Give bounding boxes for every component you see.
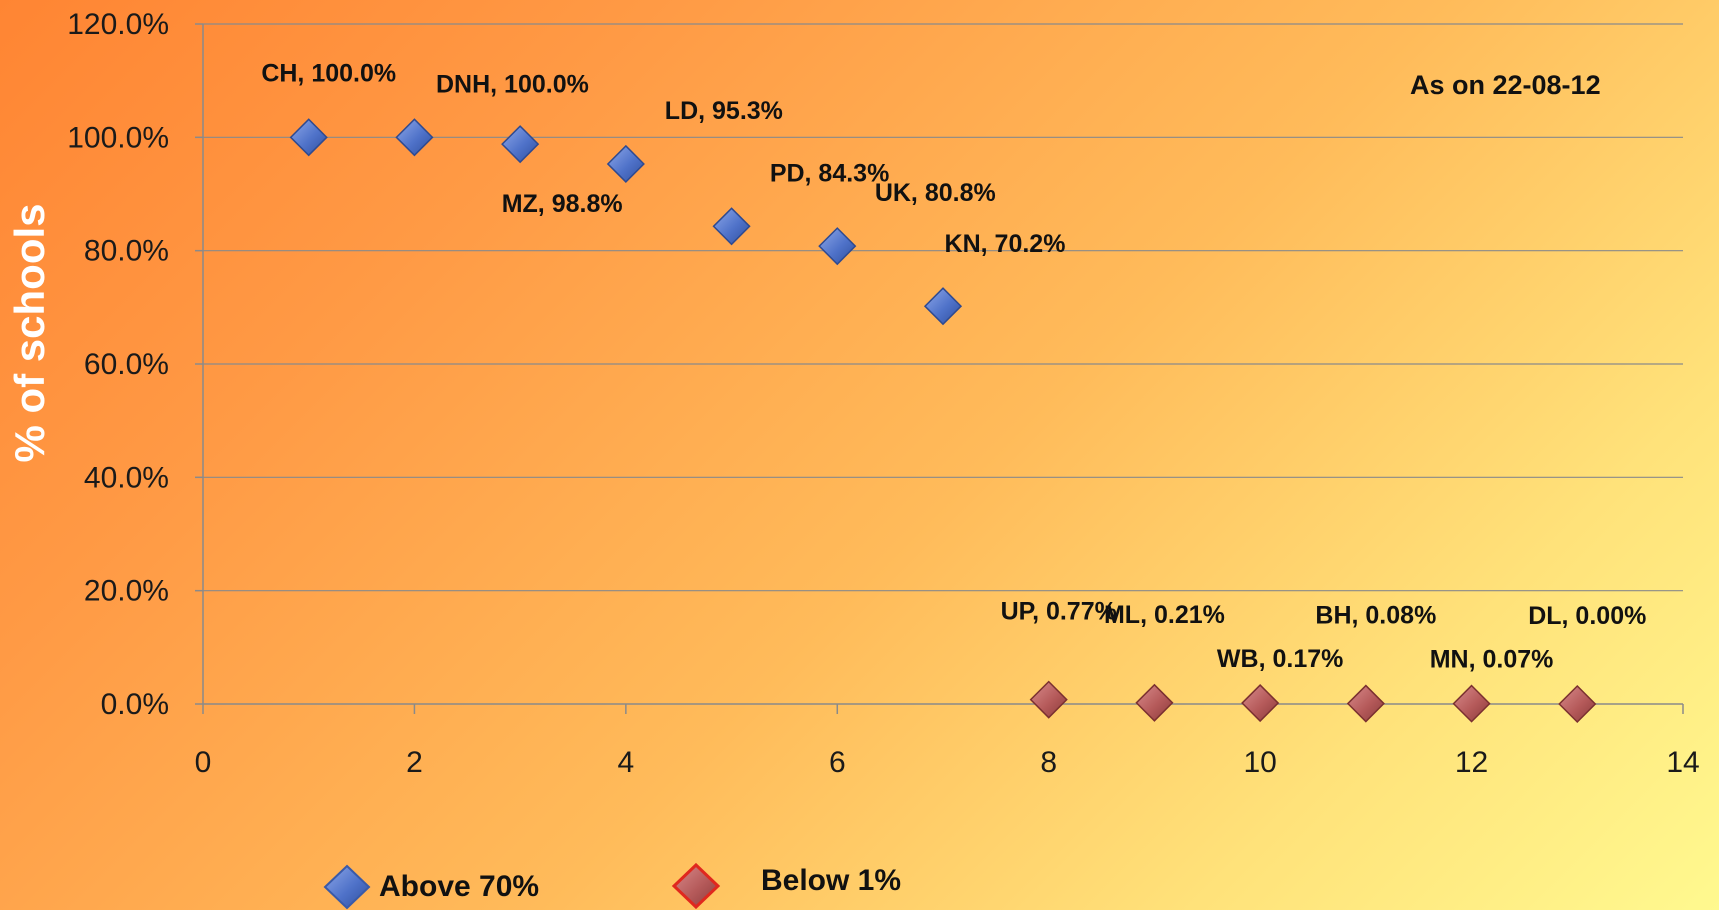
x-tick-label: 8 (1040, 746, 1057, 779)
legend-item-below-1: Below 1% (671, 862, 901, 910)
y-tick-label: 40.0% (84, 461, 169, 494)
data-label: UK, 80.8% (875, 179, 996, 207)
axes (195, 23, 1684, 714)
data-labels: CH, 100.0% DNH, 100.0% MZ, 98.8% LD, 95.3% P… (261, 59, 1646, 673)
data-label: UP, 0.77% (1001, 598, 1117, 626)
data-label: CH, 100.0% (261, 59, 396, 87)
legend: Above 70% Below 1% (323, 862, 901, 910)
data-label: BH, 0.08% (1315, 602, 1436, 630)
legend-label-above-70: Above 70% (379, 870, 539, 903)
data-point-below-1 (1558, 684, 1597, 724)
y-tick-label: 80.0% (84, 235, 169, 268)
legend-label-below-1: Below 1% (761, 864, 901, 897)
data-label: PD, 84.3% (770, 159, 890, 187)
data-point-above-70 (289, 118, 328, 157)
data-point-above-70 (606, 144, 645, 184)
data-label: KN, 70.2% (945, 230, 1066, 258)
data-label: DL, 0.00% (1528, 602, 1646, 630)
data-point-above-70 (923, 287, 963, 326)
data-point-below-1 (1135, 683, 1174, 722)
data-point-below-1 (1029, 680, 1068, 719)
y-tick-label: 0.0% (101, 688, 169, 721)
x-axis-ticks: 0 2 4 6 8 10 12 14 (195, 746, 1700, 779)
x-tick-label: 10 (1243, 746, 1276, 779)
data-point-below-1 (1241, 683, 1280, 723)
data-point-above-70 (818, 227, 857, 266)
y-tick-label: 100.0% (67, 121, 169, 154)
x-tick-label: 2 (406, 746, 423, 779)
data-label: WB, 0.17% (1217, 645, 1343, 673)
y-axis-title: % of schools (6, 203, 53, 462)
legend-marker-red-diamond-icon (671, 862, 721, 910)
x-tick-label: 12 (1455, 746, 1488, 779)
data-point-above-70 (712, 207, 751, 246)
data-label: ML, 0.21% (1104, 601, 1225, 629)
y-tick-label: 20.0% (84, 575, 169, 608)
y-tick-label: 120.0% (67, 8, 169, 41)
date-annotation: As on 22-08-12 (1410, 70, 1601, 100)
y-tick-label: 60.0% (84, 348, 169, 381)
x-tick-label: 14 (1666, 746, 1699, 779)
y-axis-ticks: 0.0% 20.0% 40.0% 60.0% 80.0% 100.0% 120.0% (67, 8, 169, 721)
data-points (289, 118, 1597, 724)
x-tick-label: 4 (618, 746, 635, 779)
x-tick-label: 6 (829, 746, 846, 779)
legend-marker-blue-diamond-icon (323, 864, 371, 910)
data-point-below-1 (1452, 684, 1491, 723)
data-label: DNH, 100.0% (436, 70, 589, 98)
legend-item-above-70: Above 70% (323, 864, 539, 910)
data-label: LD, 95.3% (665, 97, 783, 125)
data-point-below-1 (1346, 684, 1385, 723)
data-point-above-70 (501, 125, 540, 164)
data-point-above-70 (395, 118, 434, 157)
grid-lines (203, 23, 1683, 592)
data-label: MZ, 98.8% (502, 190, 623, 218)
x-tick-label: 0 (195, 746, 212, 779)
data-label: MN, 0.07% (1430, 646, 1554, 674)
